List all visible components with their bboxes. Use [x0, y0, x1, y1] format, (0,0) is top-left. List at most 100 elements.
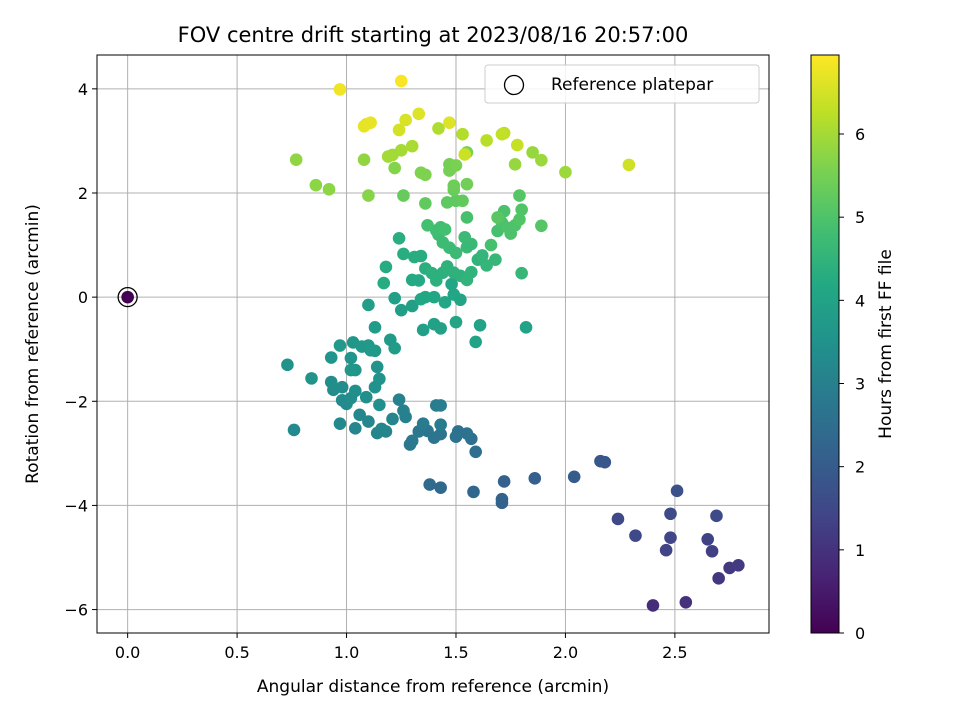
scatter-point — [438, 223, 452, 236]
scatter-point — [344, 363, 358, 377]
scatter-point — [447, 288, 461, 301]
scatter-point — [622, 158, 636, 172]
scatter-point — [705, 544, 719, 558]
scatter-point — [495, 496, 509, 510]
scatter-point — [344, 351, 358, 365]
scatter-point — [447, 179, 461, 193]
scatter-point — [353, 408, 366, 422]
scatter-point — [484, 238, 498, 252]
scatter-point — [535, 219, 548, 233]
scatter-point — [475, 249, 489, 262]
y-axis: −6 −4 −2 0 2 4 — [64, 80, 97, 620]
scatter-point — [456, 194, 469, 208]
y-tick-label: −6 — [64, 601, 88, 620]
scatter-point — [449, 315, 463, 329]
colorbar-tick-label: 1 — [855, 541, 865, 560]
scatter-point — [386, 412, 399, 426]
scatter-point — [324, 375, 338, 389]
scatter-point — [432, 122, 445, 135]
scatter-point — [388, 341, 401, 355]
scatter-point — [489, 253, 502, 266]
scatter-point — [712, 572, 725, 585]
y-tick-label: 4 — [78, 80, 88, 99]
scatter-point — [434, 481, 447, 495]
scatter-point — [508, 158, 522, 171]
scatter-point — [368, 321, 382, 334]
x-tick-label: 1.5 — [443, 643, 468, 662]
scatter-point — [348, 422, 362, 435]
scatter-point — [528, 472, 542, 485]
scatter-point — [473, 318, 487, 332]
scatter-point — [427, 290, 441, 304]
x-tick-label: 1.0 — [334, 643, 359, 662]
scatter-point — [519, 321, 533, 334]
scatter-point — [416, 323, 430, 337]
scatter-point — [322, 183, 336, 196]
colorbar-ticks: 0 1 2 3 4 5 6 — [839, 125, 865, 643]
scatter-point — [434, 399, 447, 412]
scatter-point — [381, 150, 395, 163]
y-tick-label: 0 — [78, 288, 88, 307]
reference-platepar-marker — [117, 286, 138, 308]
scatter-point — [438, 296, 452, 309]
scatter-point — [392, 123, 406, 137]
scatter-point — [513, 189, 526, 202]
scatter-point — [458, 230, 472, 244]
scatter-point — [679, 595, 693, 609]
scatter-point — [412, 274, 426, 287]
scatter-point — [460, 177, 474, 191]
scatter-point — [664, 531, 677, 545]
scatter-point — [598, 455, 612, 469]
scatter-point — [324, 351, 338, 364]
scatter-point — [399, 113, 412, 127]
scatter-point — [405, 299, 419, 313]
scatter-point — [421, 218, 434, 232]
x-tick-label: 0.5 — [224, 643, 249, 662]
scatter-point — [333, 339, 347, 352]
scatter-point — [480, 134, 493, 147]
scatter-point — [434, 418, 447, 432]
scatter-point — [397, 404, 410, 417]
x-tick-label: 2.0 — [553, 643, 578, 662]
legend-marker — [503, 74, 525, 96]
scatter-point — [388, 161, 401, 175]
colorbar-tick-label: 4 — [855, 291, 865, 310]
scatter-point — [392, 231, 406, 245]
y-tick-label: −4 — [64, 496, 88, 515]
scatter-point — [526, 146, 539, 159]
colorbar-tick-label: 6 — [855, 125, 865, 144]
colorbar: 0 1 2 3 4 5 6 Hours from first FF file — [810, 54, 896, 643]
plot-frame — [96, 54, 770, 634]
colorbar-tick-label: 5 — [855, 208, 865, 227]
scatter-point — [333, 83, 347, 96]
x-tick-label: 0.0 — [115, 643, 140, 662]
scatter-point — [397, 247, 410, 261]
scatter-point — [287, 423, 301, 437]
legend: Reference platepar — [484, 64, 760, 104]
colorbar-label: Hours from first FF file — [876, 249, 896, 439]
scatter-point — [414, 292, 428, 306]
scatter-point — [394, 303, 408, 317]
scatter-point — [305, 372, 318, 385]
scatter-point — [567, 470, 581, 484]
scatter-point — [289, 153, 303, 166]
scatter-point — [419, 197, 432, 210]
scatter-point — [445, 277, 458, 291]
reference-marker — [117, 286, 138, 308]
scatter-point — [423, 478, 437, 491]
legend-label: Reference platepar — [551, 75, 713, 95]
scatter-point — [333, 417, 347, 430]
colorbar-tick-label: 3 — [855, 375, 865, 394]
chart-title: FOV centre drift starting at 2023/08/16 … — [178, 23, 689, 47]
scatter-point — [510, 138, 524, 152]
scatter-point — [670, 484, 684, 498]
scatter-point — [373, 398, 386, 412]
scatter-point — [467, 485, 480, 499]
scatter-point — [659, 543, 673, 557]
scatter-point — [373, 372, 386, 386]
scatter-point — [335, 380, 349, 394]
scatter-point — [357, 153, 371, 166]
scatter-point — [370, 360, 384, 374]
colorbar-gradient — [810, 54, 840, 634]
